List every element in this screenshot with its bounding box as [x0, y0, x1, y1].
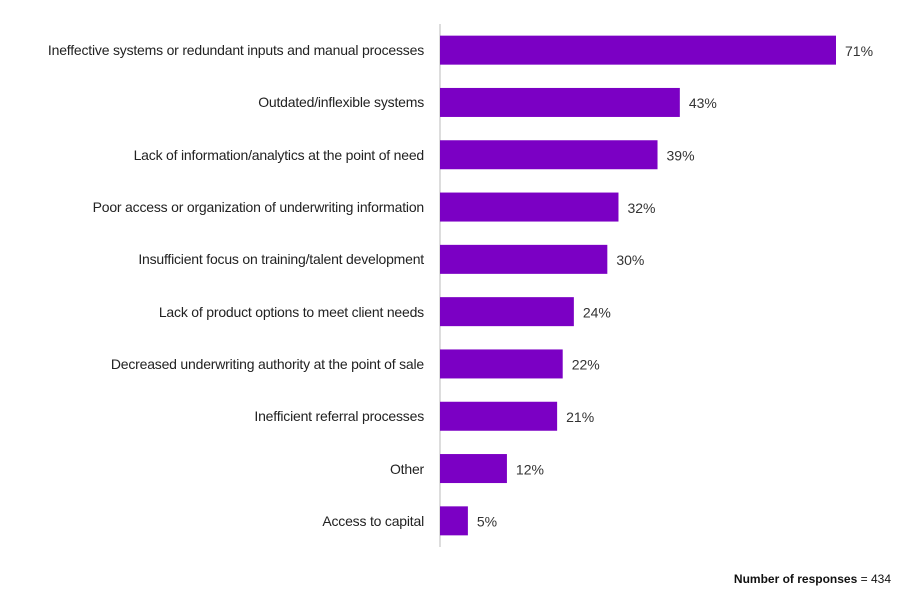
category-label: Insufficient focus on training/talent de…	[138, 251, 424, 268]
category-label: Inefficient referral processes	[254, 408, 424, 425]
value-label: 71%	[845, 43, 873, 59]
note-value: = 434	[860, 572, 891, 586]
value-label: 43%	[689, 95, 717, 111]
category-label: Lack of product options to meet client n…	[158, 303, 424, 320]
value-label: 30%	[616, 252, 644, 268]
category-label: Other	[389, 460, 424, 477]
bar	[440, 35, 836, 65]
bar	[440, 297, 574, 327]
value-label: 12%	[516, 461, 544, 477]
bar	[440, 401, 558, 431]
value-label: 21%	[566, 409, 594, 425]
note-label: Number of responses	[733, 572, 858, 586]
bar	[440, 349, 563, 379]
footnote: Number of responses = 434	[734, 572, 891, 586]
category-label: Decreased underwriting authority at the …	[110, 355, 424, 372]
value-label: 32%	[627, 200, 655, 216]
category-label: Outdated/inflexible systems	[258, 94, 424, 111]
value-label: 5%	[477, 514, 497, 530]
bar	[440, 506, 468, 536]
value-label: 22%	[572, 357, 600, 373]
value-label: 24%	[583, 304, 611, 320]
category-label: Poor access or organization of underwrit…	[92, 199, 425, 216]
category-label: Lack of information/analytics at the poi…	[133, 146, 425, 163]
category-label: Access to capital	[322, 512, 424, 529]
bar	[440, 192, 619, 222]
bar	[440, 140, 658, 170]
bar	[440, 244, 608, 274]
bar	[440, 87, 680, 117]
category-label: Ineffective systems or redundant inputs …	[47, 42, 424, 59]
bar	[440, 454, 507, 484]
value-label: 39%	[667, 147, 695, 163]
